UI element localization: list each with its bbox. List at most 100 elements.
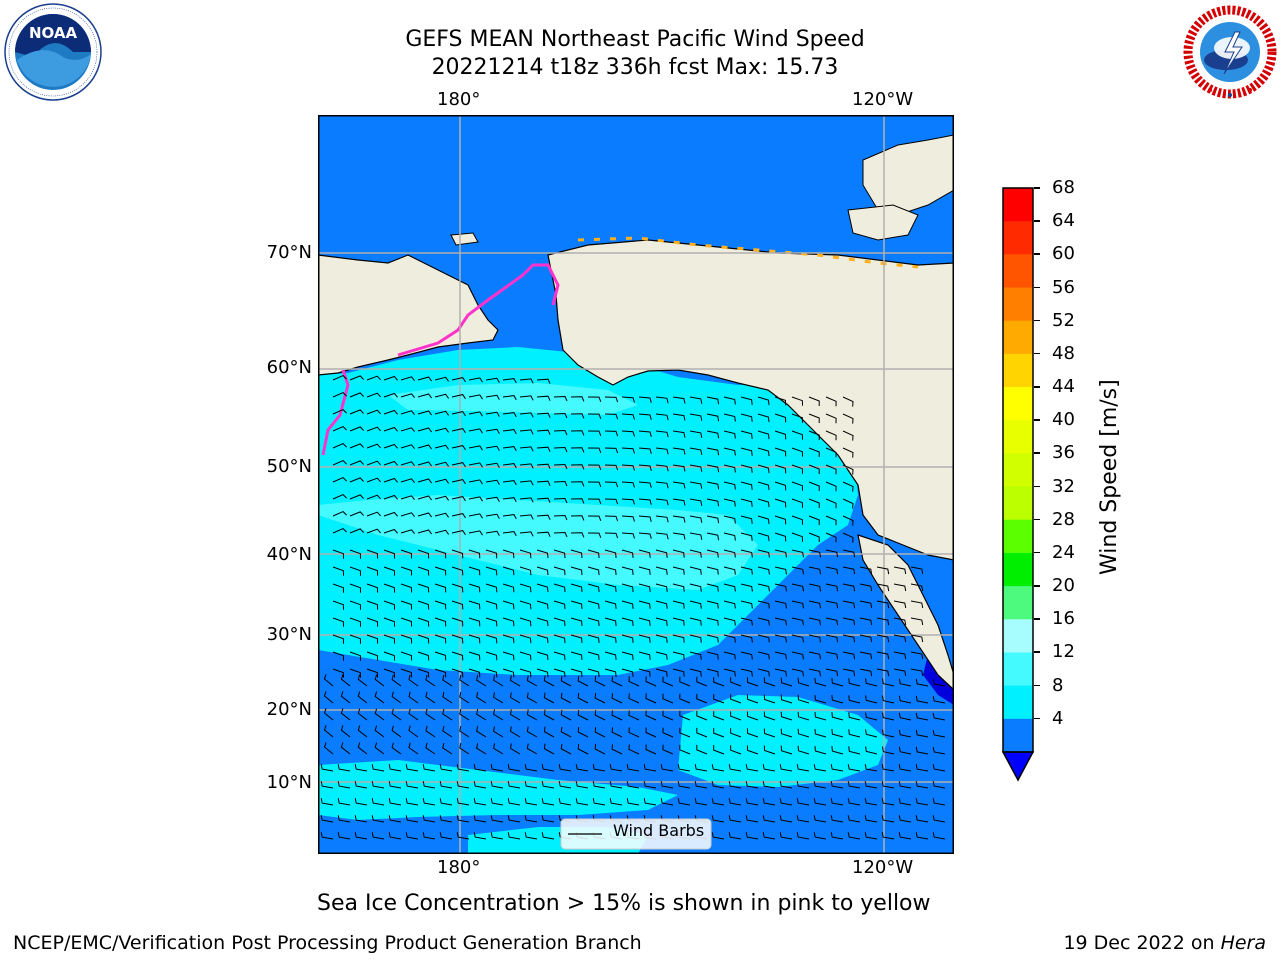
wind-barb <box>660 764 674 772</box>
wind-barb <box>604 447 619 454</box>
wind-barb <box>543 675 555 687</box>
wind-barb <box>400 444 415 450</box>
wind-barb <box>808 566 821 575</box>
wind-barb <box>587 515 602 521</box>
wind-barb <box>898 729 912 738</box>
wind-barb <box>570 515 585 521</box>
colorbar-swatch <box>1003 254 1033 289</box>
wind-barb <box>526 675 538 687</box>
wind-barb <box>808 532 820 542</box>
wind-barb <box>332 566 344 576</box>
wind-barb <box>780 728 793 738</box>
wind-barb <box>560 692 572 704</box>
wind-barb <box>791 498 803 508</box>
wind-barb <box>757 566 770 575</box>
wind-barb <box>679 710 691 721</box>
wind-barb <box>434 495 450 501</box>
wind-barb <box>371 832 385 840</box>
wind-barb <box>366 443 381 449</box>
wind-barb <box>711 832 725 840</box>
wind-barb <box>337 798 351 806</box>
wind-barb <box>932 798 946 806</box>
wind-barb <box>621 413 635 420</box>
wind-barb <box>865 678 878 687</box>
wind-barb <box>408 742 419 755</box>
wind-barb <box>808 430 820 440</box>
wind-barb <box>626 764 640 772</box>
wind-barb <box>485 411 500 417</box>
wind-barb <box>434 410 450 416</box>
wind-barb <box>842 413 854 424</box>
wind-barb <box>543 692 555 704</box>
wind-barb <box>468 583 481 593</box>
colorbar-swatch <box>1003 685 1033 720</box>
footer-host: Hera <box>1220 932 1266 954</box>
wind-barb <box>604 583 617 592</box>
wind-barb <box>507 764 521 772</box>
wind-barb <box>468 617 481 627</box>
wind-barb <box>808 583 821 592</box>
wind-barb <box>762 815 776 823</box>
wind-barb <box>638 447 652 454</box>
wind-barb <box>706 549 719 558</box>
wind-barb <box>434 549 447 559</box>
lat-label-70n: 70°N <box>266 242 312 263</box>
wind-barb <box>400 566 413 576</box>
wind-barb <box>611 710 623 721</box>
wind-barb <box>728 764 742 772</box>
wind-barb <box>898 695 912 704</box>
wind-barb <box>898 678 912 687</box>
noaa-logo-text: NOAA <box>29 24 78 42</box>
wind-barb <box>400 583 413 593</box>
wind-barb <box>442 691 453 704</box>
wind-barb <box>898 781 912 789</box>
wind-barb <box>825 498 837 509</box>
wind-barb <box>689 634 702 643</box>
wind-barb <box>706 583 719 592</box>
lat-label-60n: 60°N <box>266 357 312 378</box>
wind-barb <box>763 711 776 721</box>
land-wrangel-island <box>450 232 479 246</box>
wind-barb <box>485 583 498 593</box>
wind-barb <box>536 395 551 401</box>
wind-barb <box>604 600 617 609</box>
wind-barb <box>723 617 736 626</box>
wind-barb <box>476 692 487 704</box>
wind-barb <box>332 494 347 500</box>
wind-barb <box>366 494 381 500</box>
wind-barb <box>611 727 623 738</box>
wind-barb <box>808 600 821 609</box>
wind-barb <box>808 396 820 406</box>
wind-barb <box>490 764 504 772</box>
wind-barb <box>847 764 861 772</box>
wind-barb <box>354 764 368 772</box>
wind-barb <box>587 464 602 470</box>
wind-barb <box>422 832 436 840</box>
wind-barb <box>536 668 549 678</box>
wind-barb <box>570 566 583 576</box>
wind-barb <box>417 634 430 644</box>
wind-barb <box>485 462 500 468</box>
wind-barb <box>417 393 433 399</box>
wind-barb <box>757 634 770 643</box>
wind-barb <box>587 668 600 678</box>
wind-barb <box>655 396 669 404</box>
wind-barb <box>332 617 344 627</box>
wind-barb <box>405 798 419 806</box>
wind-barb <box>723 430 736 439</box>
wind-barb <box>570 413 585 419</box>
wind-barb <box>774 447 787 457</box>
wind-barb <box>791 515 803 525</box>
wind-barb <box>842 549 856 558</box>
wind-barb <box>357 691 368 704</box>
wind-barb <box>388 832 402 840</box>
wind-barb <box>898 746 912 755</box>
wind-barb <box>672 549 685 558</box>
wind-barb <box>643 781 657 789</box>
colorbar-ticks: 68 64 60 56 52 48 44 40 36 32 28 24 20 16 12 8 4 <box>1034 177 1086 786</box>
wind-barb <box>340 742 351 755</box>
wind-barb <box>536 480 551 486</box>
wind-barb <box>774 413 787 423</box>
wind-barb <box>645 727 657 738</box>
wind-barb <box>507 832 521 840</box>
